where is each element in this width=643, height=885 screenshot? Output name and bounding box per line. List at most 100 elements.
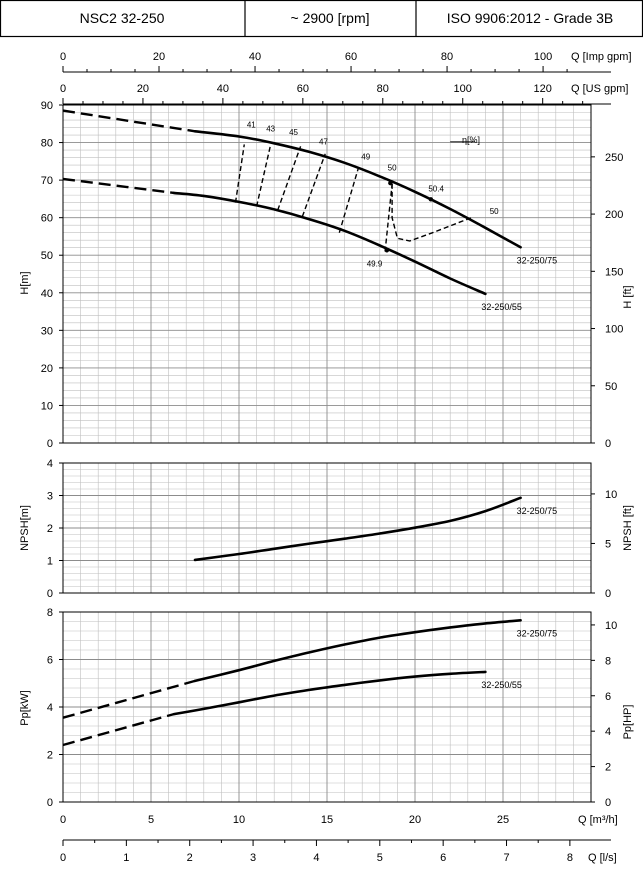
series-label: 32-250/55 — [481, 302, 522, 312]
power-y-label: Pp[kW] — [19, 690, 31, 725]
imp-gpm-label: Q [Imp gpm] — [571, 51, 632, 63]
efficiency-value-label: 45 — [289, 128, 298, 137]
y-tick-label: 90 — [41, 100, 53, 112]
curve-extension-32-250/55 — [62, 712, 175, 747]
y-tick-label: 20 — [41, 363, 53, 375]
us-gpm-tick-label: 40 — [217, 83, 229, 95]
y-tick-label: 50 — [41, 250, 53, 262]
curve-extension-32-250/75 — [62, 679, 196, 719]
y-right-tick-label: 6 — [605, 691, 611, 703]
efficiency-isoline-41 — [234, 144, 245, 203]
y-right-tick-label: 0 — [605, 588, 611, 600]
y-right-tick-label: 100 — [605, 324, 623, 336]
m3h-tick-label: 5 — [148, 814, 154, 826]
ls-tick-label: 0 — [60, 852, 66, 864]
series-label: 32-250/75 — [517, 628, 558, 638]
y-tick-label: 4 — [47, 458, 53, 470]
efficiency-value-label: 50 — [490, 207, 499, 216]
y-right-tick-label: 0 — [605, 797, 611, 809]
series-label: 32-250/75 — [517, 255, 558, 265]
ls-tick-label: 2 — [187, 852, 193, 864]
y-right-tick-label: 5 — [605, 538, 611, 550]
curve-32-250/75 — [193, 130, 522, 249]
npsh-y-label: NPSH[m] — [19, 505, 31, 551]
y-tick-label: 6 — [47, 655, 53, 667]
efficiency-isoline-45 — [277, 146, 302, 211]
m3h-axis-label: Q [m³/h] — [578, 814, 618, 826]
us-gpm-label: Q [US gpm] — [571, 83, 628, 95]
us-gpm-tick-label: 100 — [454, 83, 472, 95]
m3h-tick-label: 0 — [60, 814, 66, 826]
series-label: 32-250/55 — [481, 680, 522, 690]
us-gpm-tick-label: 120 — [534, 83, 552, 95]
y-tick-label: 4 — [47, 702, 53, 714]
y-tick-label: 60 — [41, 213, 53, 225]
y-right-tick-label: 8 — [605, 655, 611, 667]
efficiency-isoline-49 — [338, 166, 360, 233]
efficiency-isoline-50-loop — [391, 183, 472, 242]
y-tick-label: 2 — [47, 750, 53, 762]
y-right-tick-label: 10 — [605, 489, 617, 501]
ls-tick-label: 7 — [503, 852, 509, 864]
curve-32-250/55 — [172, 191, 487, 296]
ls-tick-label: 6 — [440, 852, 446, 864]
ls-tick-label: 3 — [250, 852, 256, 864]
y-tick-label: 80 — [41, 138, 53, 150]
npsh-chart: 0 1 2 3 4 0 5 10 32-250/75 NPSH[m] NPSH [ft] — [19, 458, 634, 600]
y-tick-label: 10 — [41, 400, 53, 412]
head-chart: 41 43 45 47 49 50 50.4 50 49.9 0 10 20 30 40 50 60 70 80… — [19, 100, 634, 450]
imp-gpm-tick-label: 20 — [153, 51, 165, 63]
efficiency-value-label: 43 — [266, 124, 275, 133]
us-gpm-tick-label: 20 — [137, 83, 149, 95]
y-tick-label: 40 — [41, 288, 53, 300]
series-label: 32-250/75 — [517, 506, 558, 516]
plot-frame — [62, 104, 592, 444]
npsh-y-right-label: NPSH [ft] — [622, 505, 634, 551]
efficiency-value-label: 49 — [361, 152, 370, 161]
power-chart: 0 2 4 6 8 0 2 4 6 8 10 32-250/75 32-250/55 Pp[kW] Pp… — [19, 607, 634, 809]
y-tick-label: 8 — [47, 607, 53, 619]
y-right-tick-label: 4 — [605, 726, 611, 738]
ls-axis-label: Q [l/s] — [588, 852, 617, 864]
imp-gpm-tick-label: 40 — [249, 51, 261, 63]
bottom-axes: 0 5 10 15 20 25 0 1 2 3 4 5 6 7 8 Q [m³/h] Q [l/s] — [60, 814, 618, 864]
m3h-tick-label: 20 — [409, 814, 421, 826]
y-right-tick-label: 50 — [605, 381, 617, 393]
head-y-label: H[m] — [19, 271, 31, 294]
y-right-tick-label: 250 — [605, 152, 623, 164]
power-y-right-label: Pp[HP] — [622, 705, 634, 740]
ls-tick-label: 1 — [123, 852, 129, 864]
y-tick-label: 70 — [41, 175, 53, 187]
header-model: NSC2 32-250 — [80, 10, 165, 26]
efficiency-isoline-50 — [384, 183, 393, 252]
ls-tick-label: 5 — [377, 852, 383, 864]
curve-32-250/75 — [193, 619, 522, 683]
curve-extension-32-250/75 — [62, 109, 196, 133]
efficiency-label: η[%] — [462, 135, 480, 145]
head-y-right-label: H [ft] — [622, 285, 634, 308]
us-gpm-tick-label: 60 — [297, 83, 309, 95]
imp-gpm-tick-label: 80 — [441, 51, 453, 63]
header-speed: ~ 2900 [rpm] — [291, 10, 370, 26]
y-right-tick-label: 10 — [605, 620, 617, 632]
us-gpm-tick-label: 0 — [60, 83, 66, 95]
m3h-tick-label: 25 — [497, 814, 509, 826]
y-right-tick-label: 200 — [605, 209, 623, 221]
ls-tick-label: 4 — [313, 852, 319, 864]
y-tick-label: 0 — [47, 438, 53, 450]
y-tick-label: 0 — [47, 797, 53, 809]
header-table: NSC2 32-250 ~ 2900 [rpm] ISO 9906:2012 -… — [0, 0, 643, 38]
efficiency-value-label: 50.4 — [428, 184, 444, 193]
imp-gpm-tick-label: 60 — [345, 51, 357, 63]
us-gpm-tick-label: 80 — [377, 83, 389, 95]
imp-gpm-tick-label: 100 — [534, 51, 552, 63]
y-tick-label: 30 — [41, 325, 53, 337]
curve-32-250/55 — [172, 670, 487, 716]
imp-gpm-tick-label: 0 — [60, 51, 66, 63]
ls-tick-label: 8 — [567, 852, 573, 864]
y-right-tick-label: 0 — [605, 438, 611, 450]
efficiency-value-label: 41 — [247, 121, 256, 130]
efficiency-value-label: 49.9 — [367, 259, 383, 268]
top-axes: Q [Imp gpm] Q [US gpm] 0 20 40 60 80 100 0 20 40… — [60, 51, 632, 105]
